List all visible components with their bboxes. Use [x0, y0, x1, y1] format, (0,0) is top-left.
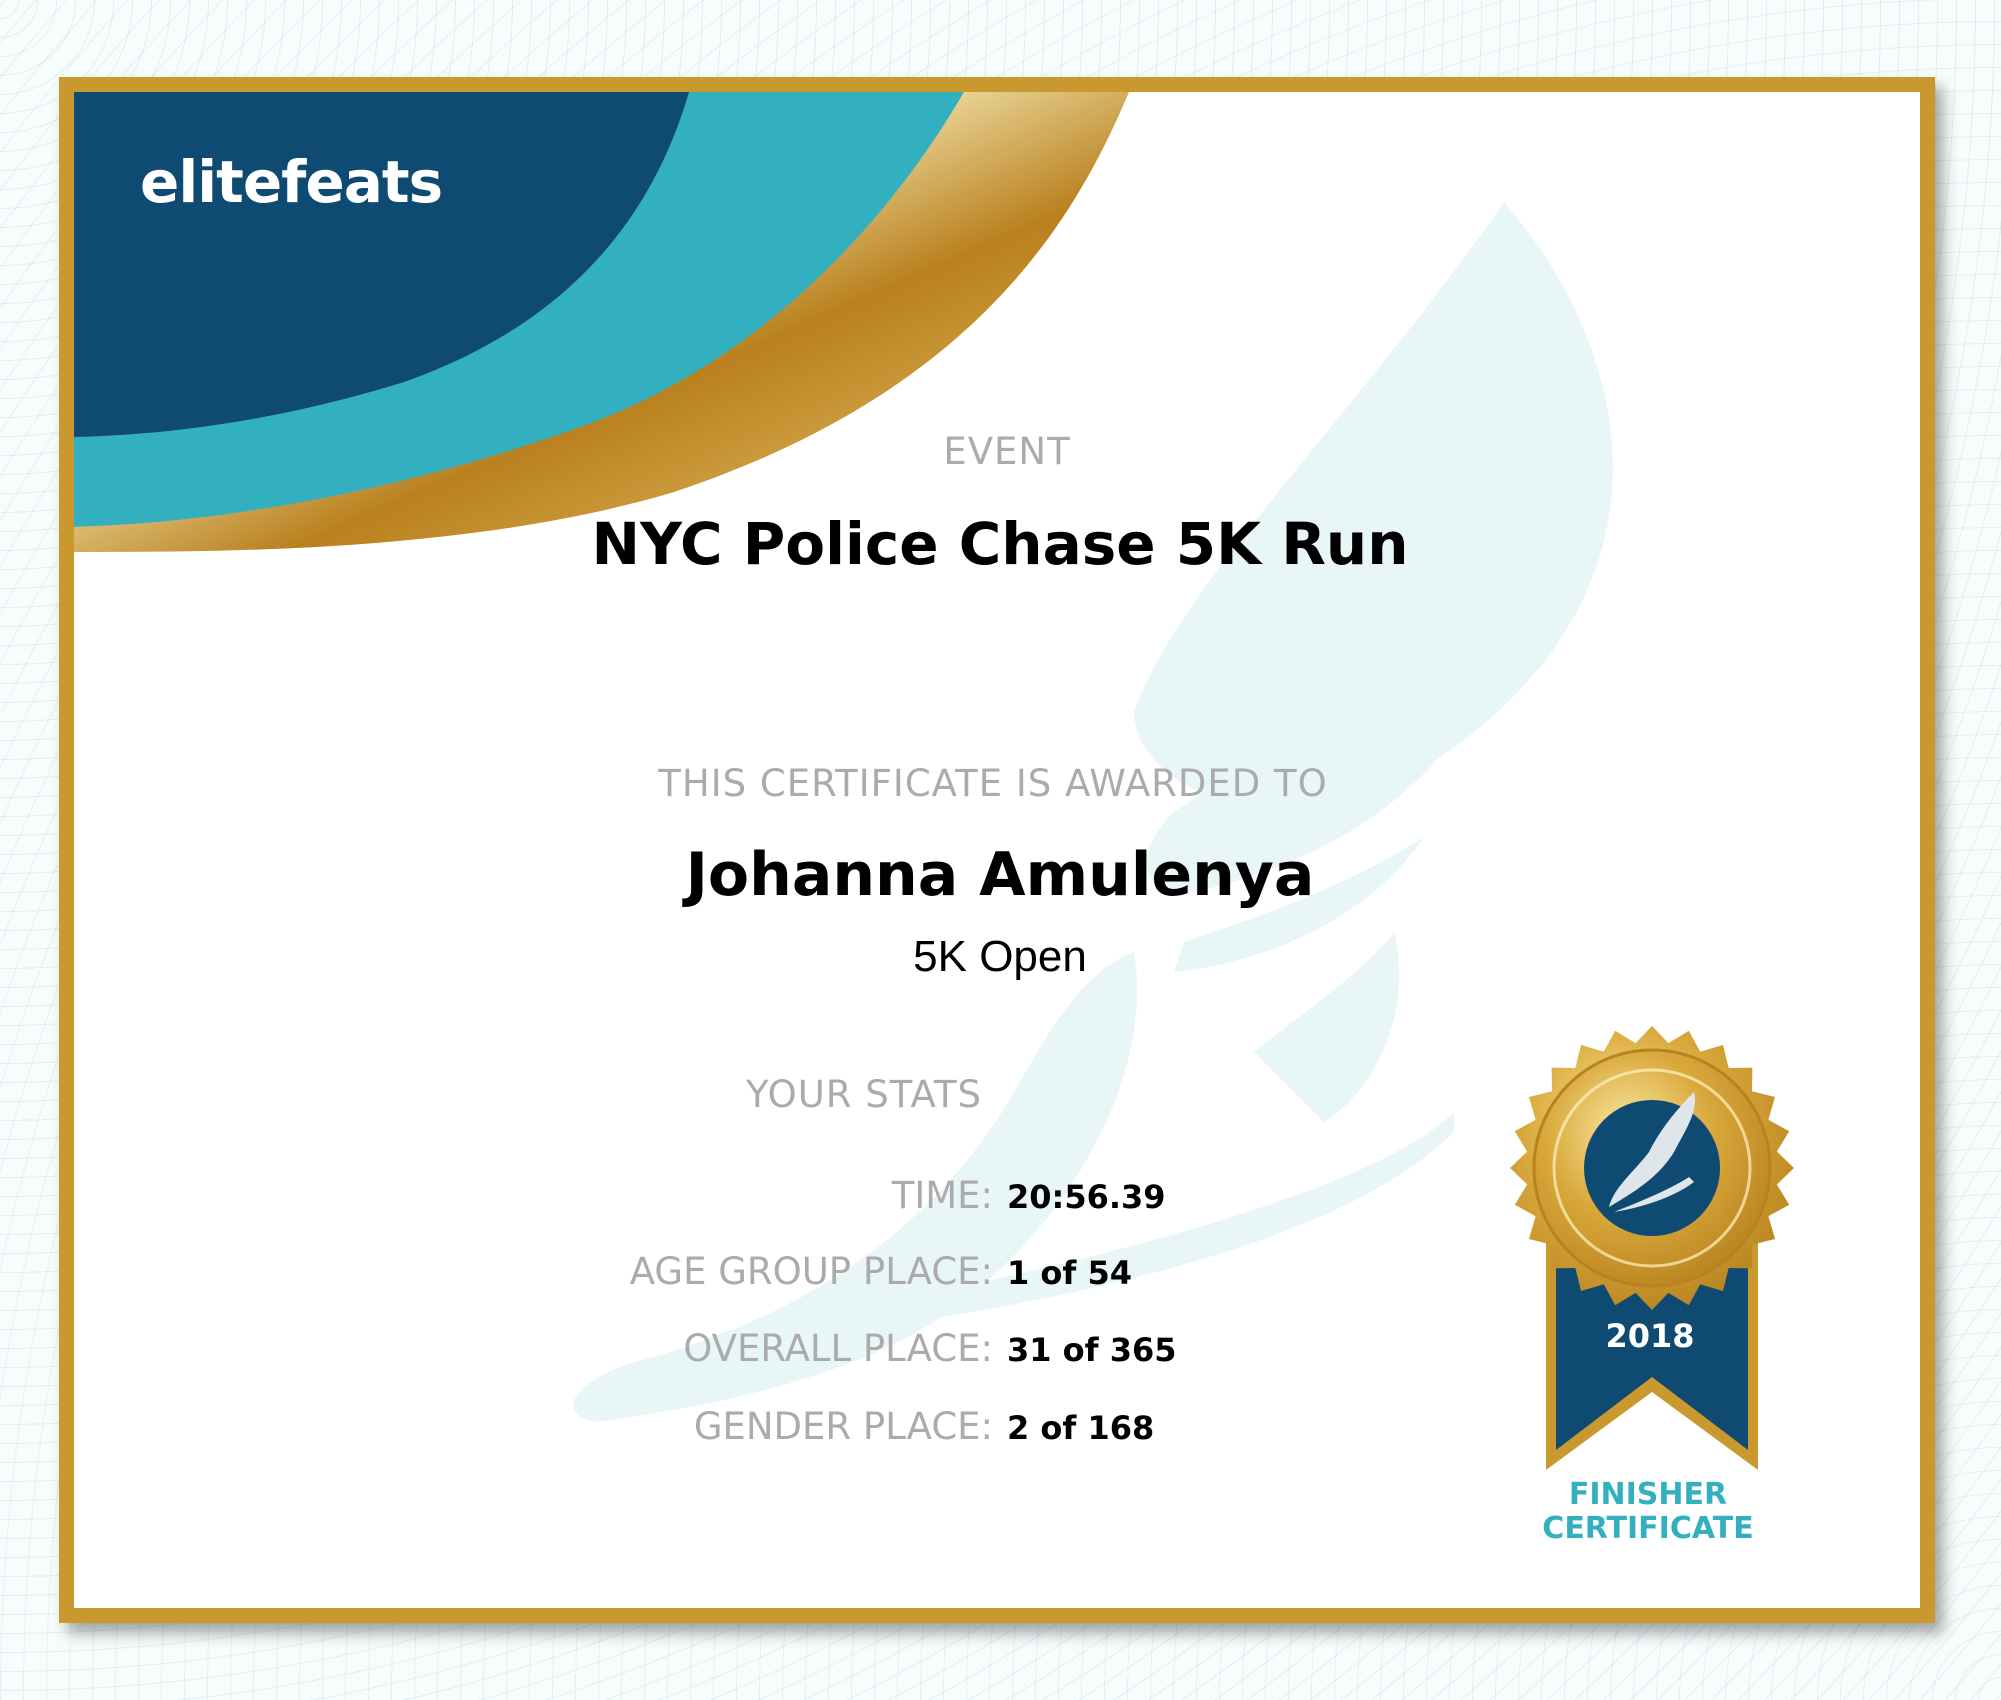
stat-value: 1 of 54 [1007, 1254, 1132, 1292]
stats-label: YOUR STATS [746, 1073, 982, 1116]
stat-value: 2 of 168 [1007, 1409, 1155, 1447]
division: 5K Open [913, 932, 1087, 981]
elitefeats-logo: elitefeats [140, 148, 443, 216]
stat-label: OVERALL PLACE: [683, 1327, 993, 1370]
event-name: NYC Police Chase 5K Run [591, 510, 1409, 578]
stat-label: GENDER PLACE: [693, 1405, 993, 1448]
winged-foot-icon [1609, 1092, 1695, 1212]
stat-value: 20:56.39 [1007, 1178, 1166, 1216]
event-label: EVENT [943, 430, 1071, 473]
awarded-to-label: THIS CERTIFICATE IS AWARDED TO [658, 762, 1328, 805]
stat-value: 31 of 365 [1007, 1331, 1177, 1369]
finisher-badge [1510, 1026, 1794, 1470]
watermark-winged-foot-icon [573, 202, 1613, 1422]
badge-line2: CERTIFICATE [1542, 1511, 1754, 1546]
stat-label: TIME: [891, 1174, 993, 1217]
header-decoration [74, 92, 1794, 1470]
badge-line1: FINISHER [1568, 1477, 1728, 1512]
recipient-name: Johanna Amulenya [685, 840, 1315, 910]
badge-year: 2018 [1605, 1317, 1695, 1355]
stat-label: AGE GROUP PLACE: [629, 1250, 993, 1293]
